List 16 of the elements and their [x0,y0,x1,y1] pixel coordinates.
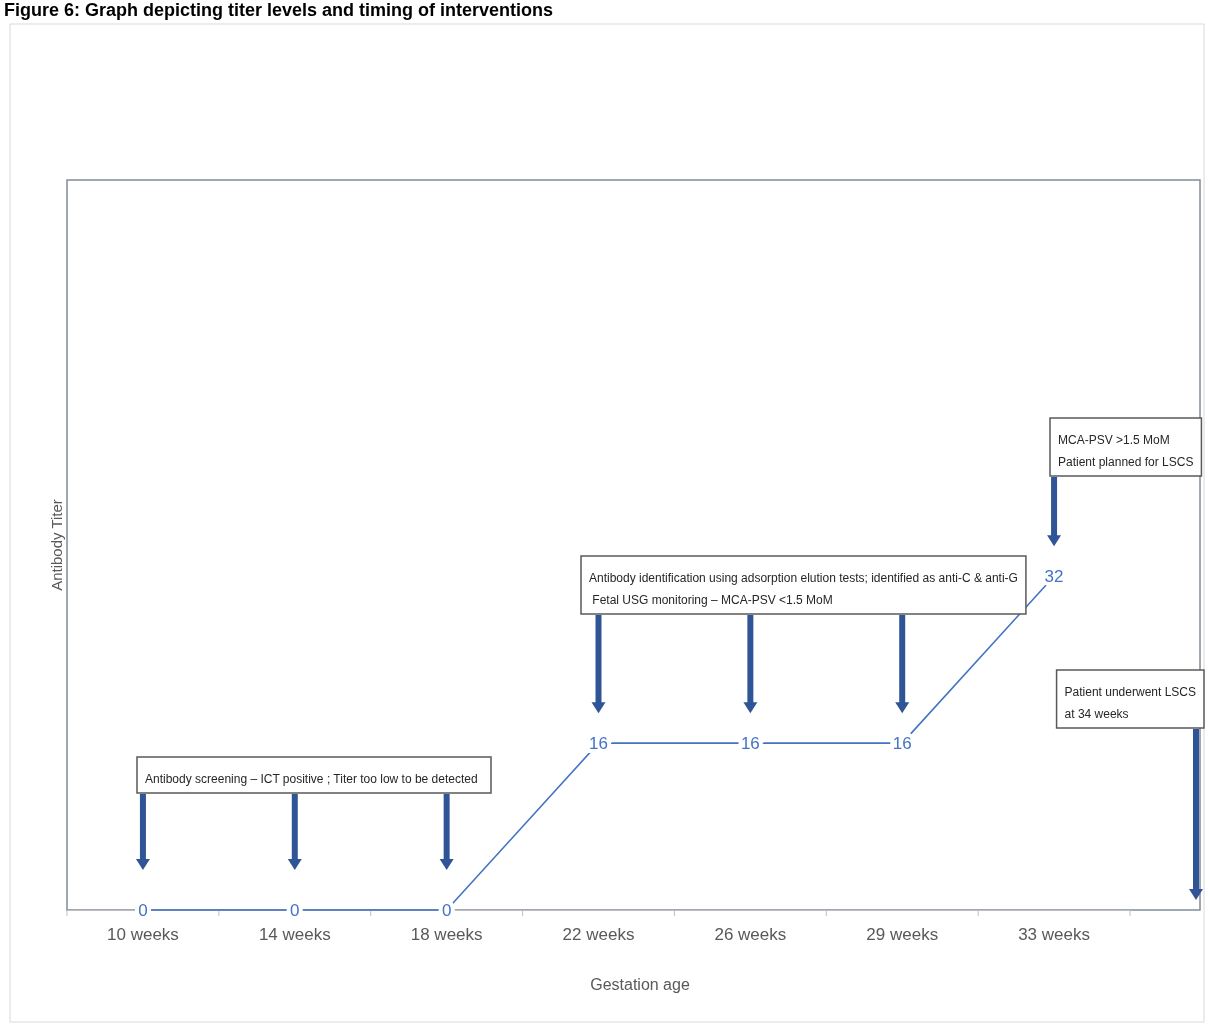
x-tick-label: 10 weeks [107,925,179,945]
x-tick-label: 22 weeks [562,925,635,945]
x-tick-label: 14 weeks [258,925,331,945]
x-axis-title: Gestation age [590,976,690,993]
annotation: MCA-PSV >1.5 MoM Patient planned for LSCS [1058,433,1194,469]
chart-title: Figure 6: Graph depicting titer levels and timing of interventions [4,0,554,20]
x-tick-label: 33 weeks [1018,925,1090,945]
x-tick-label: 26 weeks [714,925,787,945]
data-label: 0 [138,901,148,920]
x-tick-label: 29 weeks [866,925,939,945]
annotation: Antibody identification using adsorption elution tests; identified as anti-C & anti-G Fetal USG monitoring – MCA-PSV <1.5 MoM [589,571,1018,607]
data-label: 32 [1044,567,1064,587]
y-axis-title: Antibody Titer [48,499,65,591]
annotation: Patient underwent LSCS at 34 weeks [1064,685,1196,721]
annotation: Antibody screening – ICT positive ; Titer too low to be detected [145,772,478,786]
x-tick-label: 18 weeks [410,925,483,945]
